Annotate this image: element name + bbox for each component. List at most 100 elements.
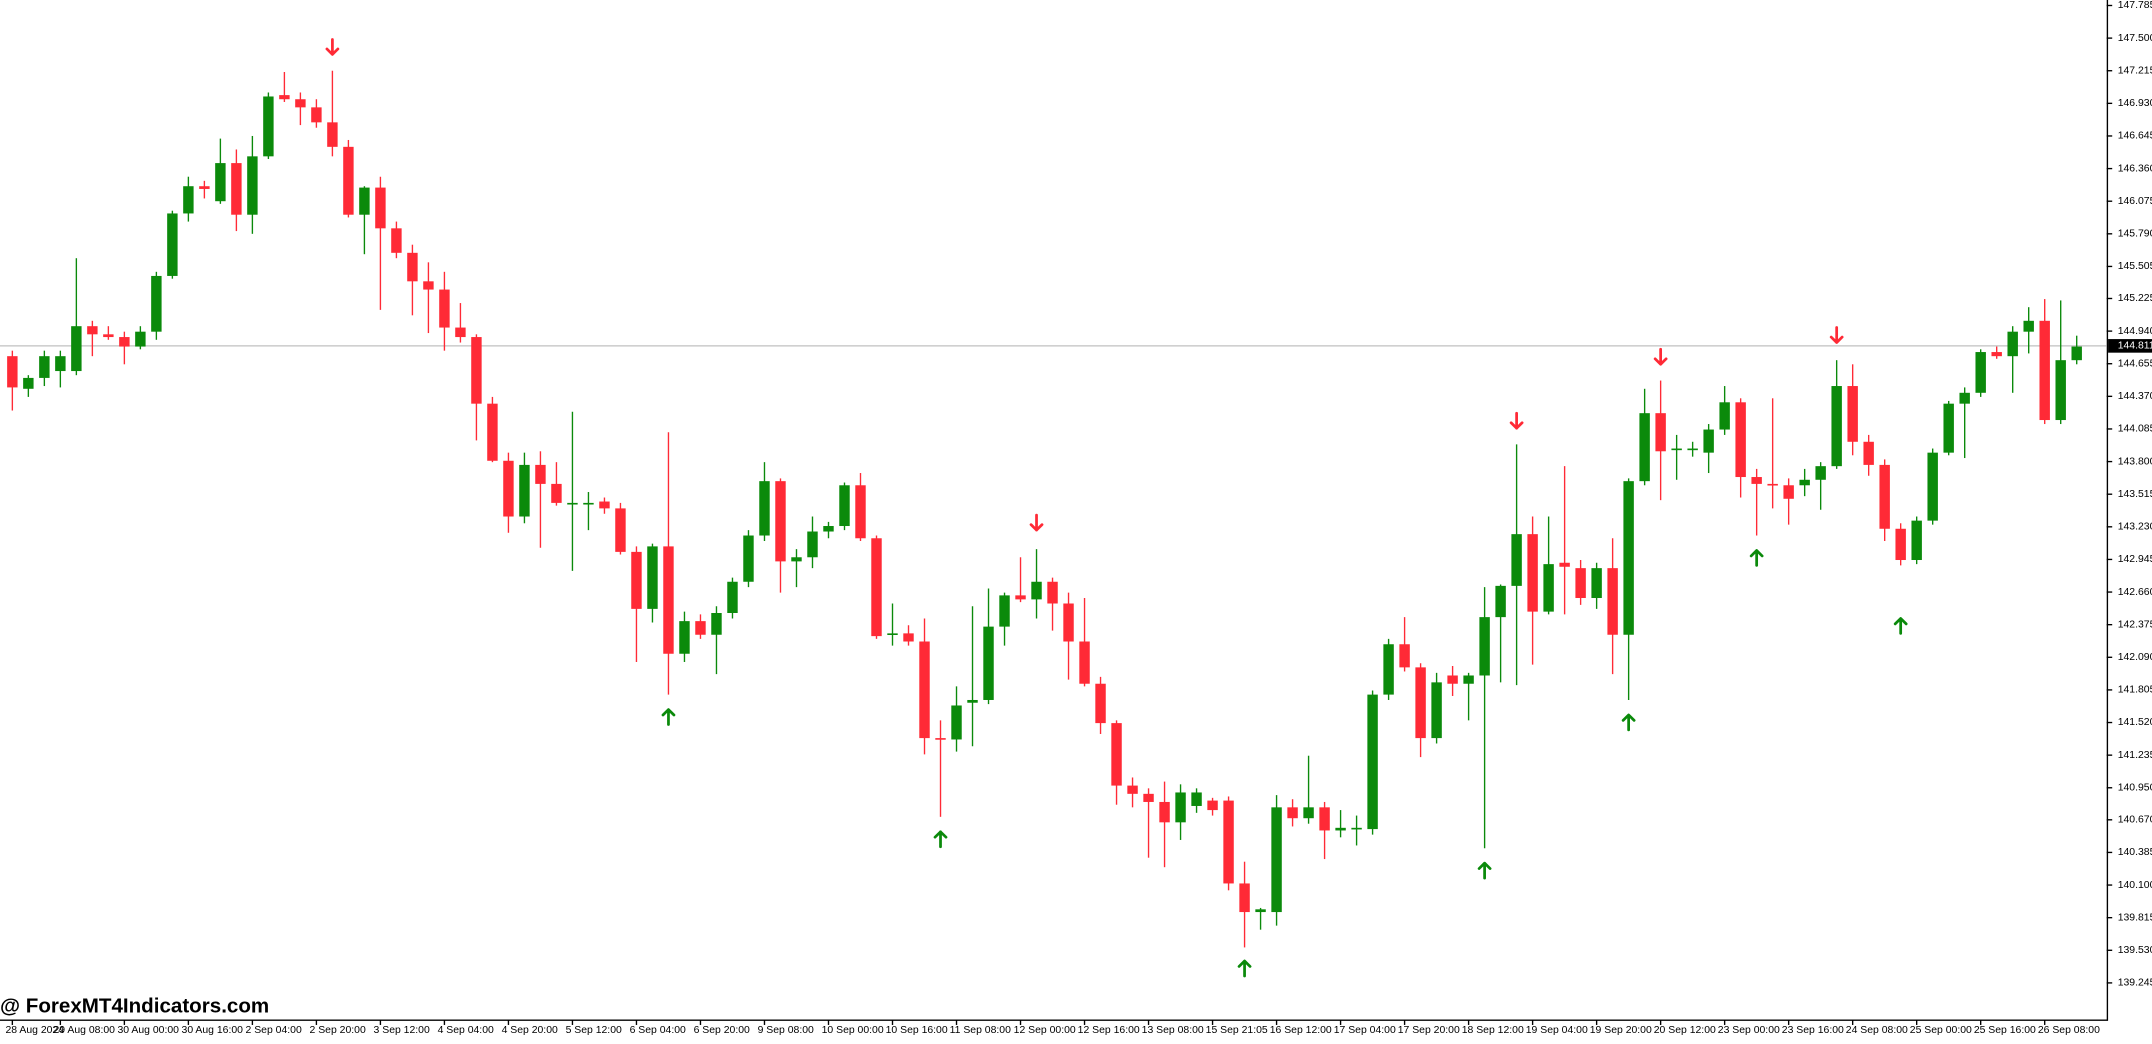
candle-body xyxy=(983,626,994,700)
candle-body xyxy=(199,186,210,189)
x-tick-label: 25 Sep 16:00 xyxy=(1974,1025,2036,1036)
candle-body xyxy=(775,481,786,562)
x-tick-label: 12 Sep 16:00 xyxy=(1078,1025,1140,1036)
candle-body xyxy=(1783,485,1794,499)
candle-body xyxy=(359,187,370,215)
x-tick-label: 23 Sep 16:00 xyxy=(1782,1025,1844,1036)
candle-body xyxy=(407,252,418,282)
candle-body xyxy=(1671,448,1682,451)
candle-body xyxy=(1383,644,1394,695)
y-tick-label: 139.245 xyxy=(2118,978,2152,989)
candle-body xyxy=(919,641,930,739)
candle-body xyxy=(583,502,594,505)
candle-body xyxy=(327,122,338,147)
candle-body xyxy=(1287,807,1298,819)
y-tick-label: 143.515 xyxy=(2118,489,2152,500)
buy-arrow xyxy=(933,830,948,849)
candle-body xyxy=(727,581,738,614)
candle-body xyxy=(1319,807,1330,831)
y-tick-label: 146.075 xyxy=(2118,196,2152,207)
candle-body xyxy=(1303,807,1314,819)
candle-body xyxy=(823,526,834,532)
candle-body xyxy=(231,163,242,215)
candle-body xyxy=(455,327,466,338)
x-tick-label: 6 Sep 20:00 xyxy=(694,1025,750,1036)
candle-body xyxy=(1767,483,1778,486)
x-tick-label: 25 Sep 00:00 xyxy=(1910,1025,1972,1036)
x-tick-label: 5 Sep 12:00 xyxy=(566,1025,622,1036)
x-tick-label: 19 Sep 04:00 xyxy=(1526,1025,1588,1036)
sell-arrow xyxy=(1653,347,1668,366)
candle-body xyxy=(103,334,114,338)
candle-body xyxy=(551,483,562,503)
candle-body xyxy=(1623,481,1634,635)
y-tick-label: 140.670 xyxy=(2118,815,2152,826)
sell-arrow xyxy=(1509,411,1524,430)
y-tick-label: 144.655 xyxy=(2118,358,2152,369)
candle-body xyxy=(1431,682,1442,739)
x-tick-label: 16 Sep 12:00 xyxy=(1270,1025,1332,1036)
candle-body xyxy=(1943,403,1954,453)
y-tick-label: 143.800 xyxy=(2118,456,2152,467)
y-tick-label: 145.790 xyxy=(2118,229,2152,240)
candle-body xyxy=(1191,792,1202,806)
y-tick-label: 146.360 xyxy=(2118,163,2152,174)
candle-body xyxy=(1127,785,1138,794)
x-tick-label: 30 Aug 00:00 xyxy=(118,1025,180,1036)
candle-body xyxy=(2007,331,2018,357)
x-tick-label: 2 Sep 04:00 xyxy=(246,1025,302,1036)
candle-body xyxy=(1143,793,1154,802)
candle-body xyxy=(1015,595,1026,600)
candle-body xyxy=(375,187,386,229)
candle-body xyxy=(439,289,450,328)
y-tick-label: 146.645 xyxy=(2118,131,2152,142)
candle-body xyxy=(679,621,690,654)
x-tick-label: 2 Sep 20:00 xyxy=(310,1025,366,1036)
candle-body xyxy=(1255,909,1266,913)
x-tick-label: 10 Sep 16:00 xyxy=(886,1025,948,1036)
candle-body xyxy=(839,485,850,527)
y-tick-label: 141.805 xyxy=(2118,685,2152,696)
y-tick-label: 143.230 xyxy=(2118,522,2152,533)
buy-arrow xyxy=(1237,959,1252,978)
x-tick-label: 10 Sep 00:00 xyxy=(822,1025,884,1036)
x-tick-label: 24 Sep 08:00 xyxy=(1846,1025,1908,1036)
candle-body xyxy=(1447,675,1458,684)
candle-body xyxy=(151,275,162,332)
candle-body xyxy=(791,557,802,562)
candle-body xyxy=(1815,466,1826,480)
x-tick-label: 23 Sep 00:00 xyxy=(1718,1025,1780,1036)
x-tick-label: 18 Sep 12:00 xyxy=(1462,1025,1524,1036)
candle-body xyxy=(743,535,754,582)
candle-body xyxy=(1559,562,1570,567)
y-tick-label: 145.505 xyxy=(2118,261,2152,272)
x-tick-label: 19 Sep 20:00 xyxy=(1590,1025,1652,1036)
x-tick-label: 17 Sep 20:00 xyxy=(1398,1025,1460,1036)
candle-body xyxy=(759,481,770,536)
watermark: @ ForexMT4Indicators.com xyxy=(0,995,269,1018)
buy-arrow xyxy=(661,708,676,726)
candle-body xyxy=(247,156,258,215)
candle-body xyxy=(1175,792,1186,823)
candle-body xyxy=(23,377,34,389)
candle-body xyxy=(279,95,290,100)
candle-body xyxy=(2071,346,2082,361)
x-tick-label: 6 Sep 04:00 xyxy=(630,1025,686,1036)
candle-body xyxy=(1575,568,1586,599)
x-tick-label: 17 Sep 04:00 xyxy=(1334,1025,1396,1036)
candle-body xyxy=(695,621,706,635)
candle-body xyxy=(1543,564,1554,612)
candle-body xyxy=(1687,448,1698,451)
candle-body xyxy=(1511,534,1522,586)
candle-body xyxy=(887,633,898,636)
buy-arrow xyxy=(1621,713,1636,732)
candle-body xyxy=(1879,464,1890,529)
sell-arrow xyxy=(1029,513,1044,532)
x-tick-label: 26 Sep 08:00 xyxy=(2038,1025,2100,1036)
candle-body xyxy=(1351,827,1362,830)
candle-body xyxy=(1079,641,1090,684)
candle-body xyxy=(1367,694,1378,830)
y-tick-label: 146.930 xyxy=(2118,98,2152,109)
